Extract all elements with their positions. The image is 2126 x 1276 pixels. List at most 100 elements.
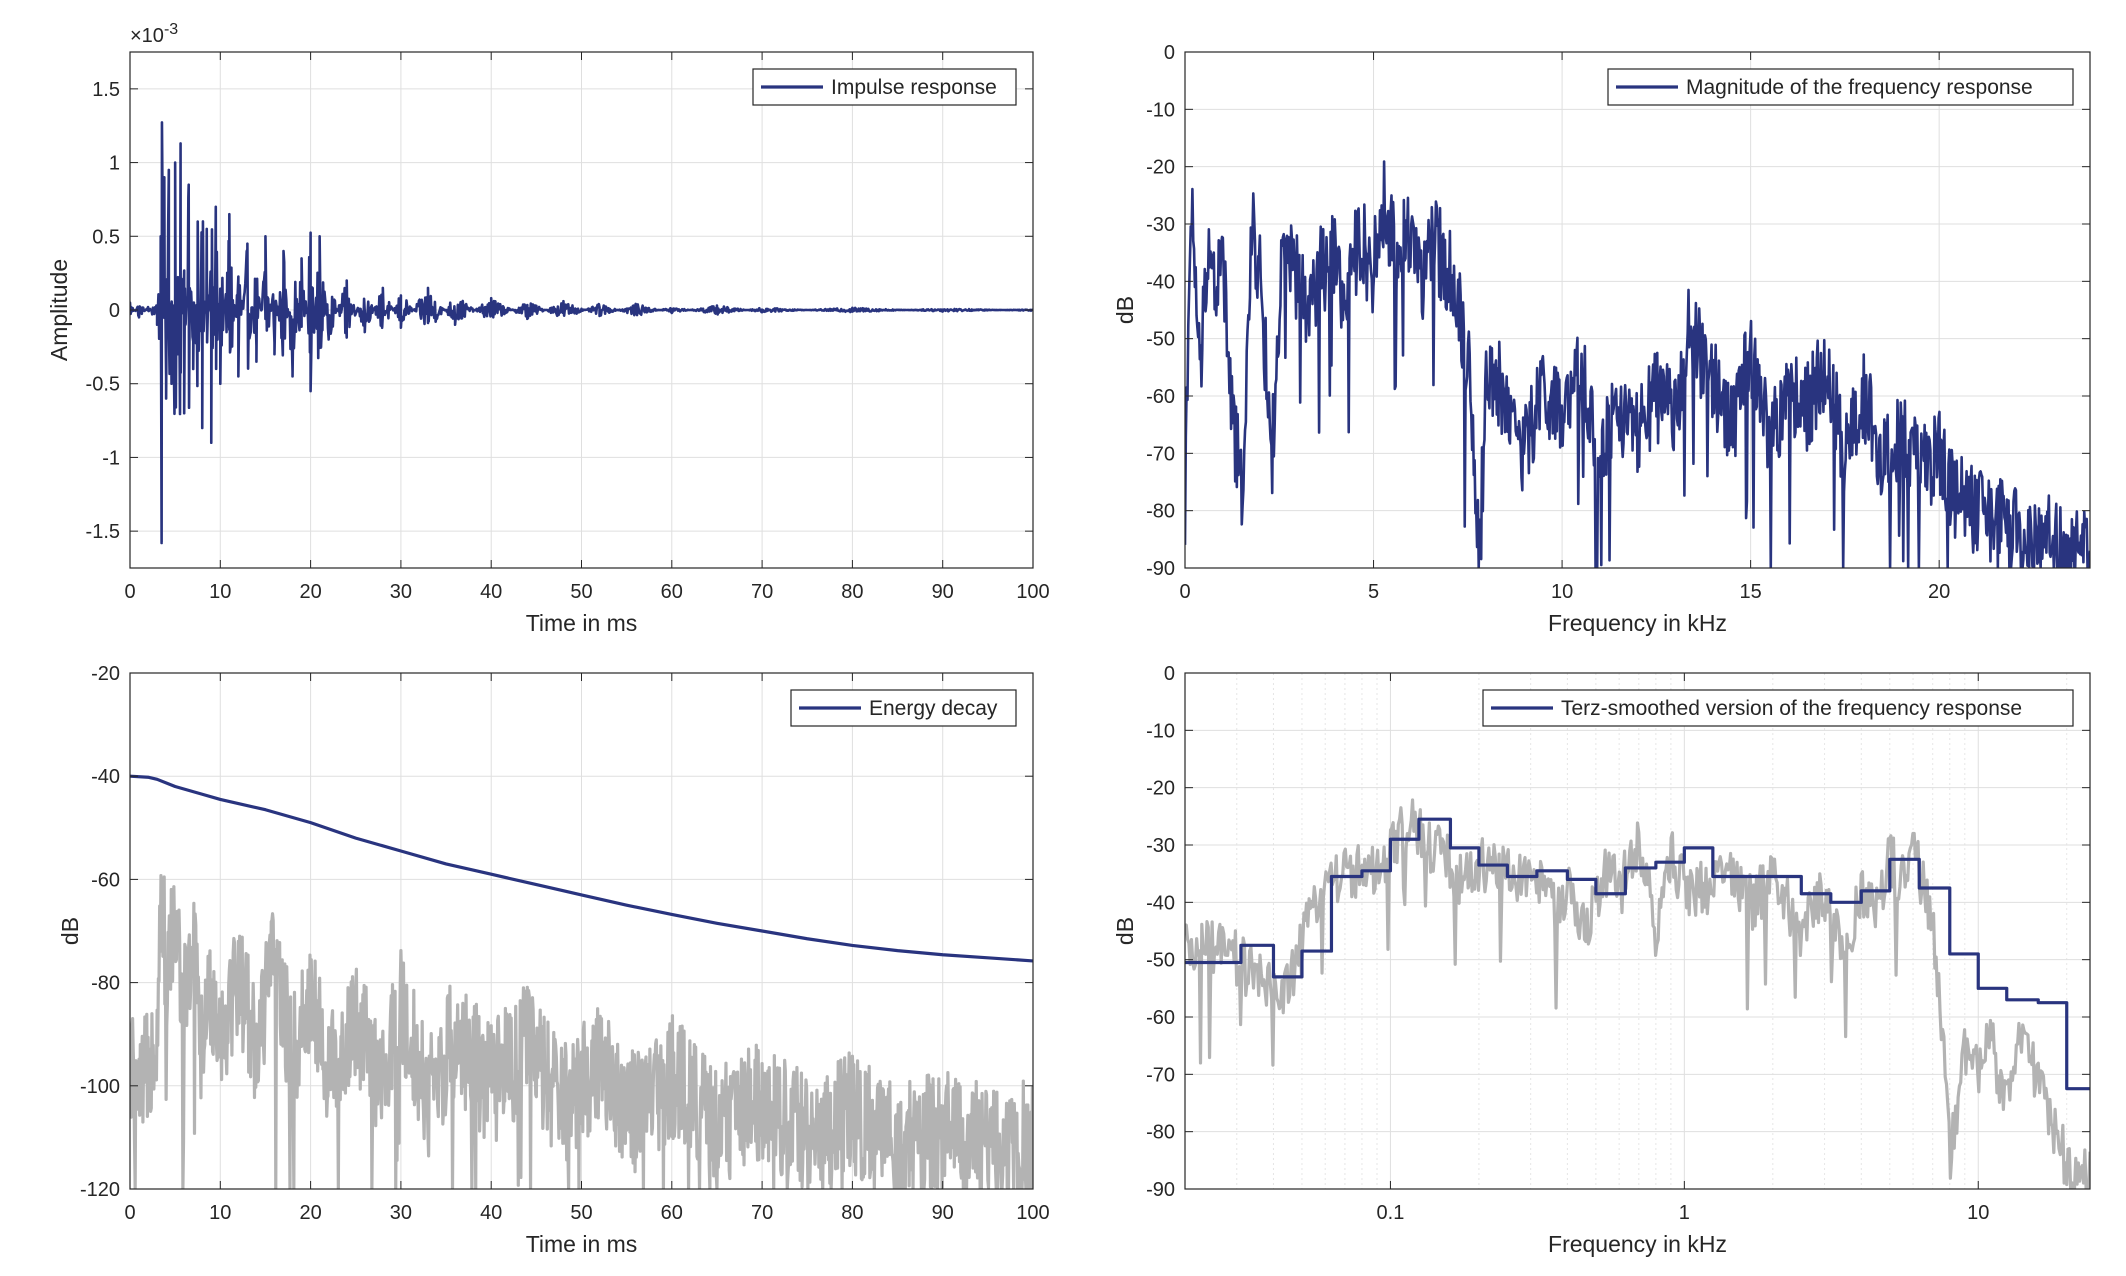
energy-panel: 0 10 20 30 40 50 60 70 80 90 100 -20 -40 -60 -80 -100 -1…: [57, 663, 1050, 1257]
x-tick-label: 10: [1967, 1202, 1989, 1224]
x-tick-label: 30: [390, 1202, 412, 1224]
x-tick-label: 90: [932, 1202, 954, 1224]
impulse-legend: Impulse response: [752, 68, 1017, 106]
x-tick-label: 20: [299, 581, 321, 603]
terz-x-axis-label: Frequency in kHz: [1548, 1231, 1727, 1257]
y-tick-label: -40: [91, 766, 120, 788]
y-tick-label: -40: [1146, 271, 1175, 293]
energy-y-axis-label: dB: [57, 917, 83, 945]
legend-box: [1607, 68, 2074, 106]
legend-label: Magnitude of the frequency response: [1686, 76, 2033, 99]
y-tick-label: -10: [1146, 720, 1175, 742]
legend-box: [1482, 689, 2074, 727]
y-tick-label: 0: [109, 300, 120, 322]
y-tick-label: -20: [1146, 157, 1175, 179]
y-tick-label: 0.5: [92, 226, 120, 248]
impulse-ticks: 0 10 20 30 40 50 60 70 80 90 100 -1.5 -1 -0.5 0 0.5 1 1.5: [86, 52, 1050, 603]
y-tick-label: -90: [1146, 558, 1175, 580]
impulse-series-group: [130, 121, 1033, 545]
legend-label: Impulse response: [831, 76, 997, 99]
terz-axes-frame: [1184, 672, 2091, 1190]
magnitude-x-axis-label: Frequency in kHz: [1548, 610, 1727, 636]
terz-y-axis-label: dB: [1112, 917, 1138, 945]
terz-minor-grid: [1236, 673, 2068, 1189]
y-tick-label: -120: [80, 1179, 120, 1201]
magnitude-y-axis-label: dB: [1112, 296, 1138, 324]
x-tick-label: 40: [480, 1202, 502, 1224]
x-tick-label: 30: [390, 581, 412, 603]
magnitude-series-group: [1185, 160, 2090, 568]
energy-ticks: 0 10 20 30 40 50 60 70 80 90 100 -20 -40 -60 -80 -100 -1…: [80, 663, 1050, 1224]
y-tick-label: -10: [1146, 99, 1175, 121]
x-tick-label: 0.1: [1377, 1202, 1405, 1224]
y-tick-label: -80: [1146, 501, 1175, 523]
x-tick-label: 70: [751, 1202, 773, 1224]
y-tick-label: 0: [1164, 42, 1175, 64]
energy-series-group: [130, 774, 1033, 1189]
y-tick-label: -0.5: [86, 374, 120, 396]
y-tick-label: -20: [1146, 778, 1175, 800]
y-tick-label: -1.5: [86, 521, 120, 543]
impulse-series-0-line: [130, 121, 1033, 545]
y-tick-label: -90: [1146, 1179, 1175, 1201]
legend-label: Energy decay: [869, 697, 998, 720]
x-tick-label: 100: [1016, 581, 1049, 603]
y-tick-label: -60: [1146, 1007, 1175, 1029]
magnitude-series-0-line: [1185, 160, 2090, 568]
terz-series-1-line: [1185, 817, 2090, 1091]
y-tick-label: -50: [1146, 950, 1175, 972]
impulse-exponent-label: ×10-3: [130, 21, 178, 47]
x-tick-label: 20: [1928, 581, 1950, 603]
y-tick-label: -40: [1146, 892, 1175, 914]
x-tick-label: 10: [209, 581, 231, 603]
y-tick-label: -60: [91, 869, 120, 891]
x-tick-label: 15: [1740, 581, 1762, 603]
x-tick-label: 10: [209, 1202, 231, 1224]
y-tick-label: -70: [1146, 443, 1175, 465]
x-tick-label: 0: [1179, 581, 1190, 603]
terz-panel: 0.1 1 10 0 -10 -20 -30 -40 -50 -60 -70 -80 -90 Freque…: [1112, 663, 2091, 1257]
y-tick-label: 0: [1164, 663, 1175, 685]
x-tick-label: 60: [661, 581, 683, 603]
y-tick-label: -1: [102, 447, 120, 469]
x-tick-label: 1: [1679, 1202, 1690, 1224]
terz-series-0-line: [1185, 798, 2090, 1189]
magnitude-panel: 0 5 10 15 20 0 -10 -20 -30 -40 -50 -60 -70 -80 -90 Freq…: [1112, 42, 2091, 636]
y-tick-label: -30: [1146, 214, 1175, 236]
legend-label: Terz-smoothed version of the frequency r…: [1561, 697, 2022, 720]
y-tick-label: 1.5: [92, 79, 120, 101]
terz-series-group: [1185, 798, 2090, 1189]
impulse-panel: 0 10 20 30 40 50 60 70 80 90 100 -1.5 -1 -0.5 0 0.5 1 1.5…: [46, 21, 1050, 636]
y-tick-label: -60: [1146, 386, 1175, 408]
x-tick-label: 50: [570, 581, 592, 603]
y-tick-label: -30: [1146, 835, 1175, 857]
x-tick-label: 100: [1016, 1202, 1049, 1224]
magnitude-legend: Magnitude of the frequency response: [1607, 68, 2074, 106]
terz-legend: Terz-smoothed version of the frequency r…: [1482, 689, 2074, 727]
x-tick-label: 90: [932, 581, 954, 603]
x-tick-label: 20: [299, 1202, 321, 1224]
y-tick-label: -50: [1146, 329, 1175, 351]
energy-series-0-line: [130, 873, 1033, 1189]
x-tick-label: 80: [841, 581, 863, 603]
y-tick-label: -70: [1146, 1064, 1175, 1086]
energy-legend: Energy decay: [790, 689, 1017, 727]
y-tick-label: -80: [91, 973, 120, 995]
y-tick-label: -20: [91, 663, 120, 685]
energy-x-axis-label: Time in ms: [526, 1231, 638, 1257]
y-tick-label: 1: [109, 153, 120, 175]
magnitude-ticks: 0 5 10 15 20 0 -10 -20 -30 -40 -50 -60 -70 -80 -90: [1146, 42, 2090, 603]
impulse-x-axis-label: Time in ms: [526, 610, 638, 636]
y-tick-label: -100: [80, 1076, 120, 1098]
magnitude-axes-frame: [1184, 51, 2091, 569]
terz-ticks: 0.1 1 10 0 -10 -20 -30 -40 -50 -60 -70 -80 -90: [1146, 663, 2090, 1224]
impulse-y-axis-label: Amplitude: [46, 259, 72, 361]
x-tick-label: 5: [1368, 581, 1379, 603]
terz-plot-area: [1185, 673, 2090, 1189]
x-tick-label: 50: [570, 1202, 592, 1224]
x-tick-label: 60: [661, 1202, 683, 1224]
x-tick-label: 70: [751, 581, 773, 603]
x-tick-label: 40: [480, 581, 502, 603]
x-tick-label: 0: [124, 581, 135, 603]
